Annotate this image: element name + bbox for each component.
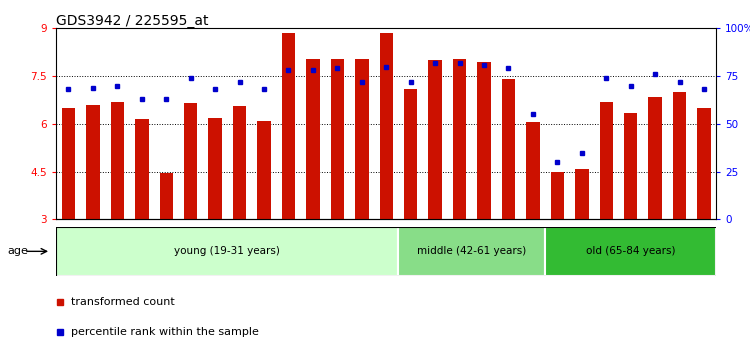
Text: young (19-31 years): young (19-31 years) bbox=[175, 246, 280, 256]
Text: age: age bbox=[8, 246, 28, 256]
Bar bbox=[160, 173, 173, 219]
Bar bbox=[232, 106, 246, 219]
Bar bbox=[306, 58, 320, 219]
Bar bbox=[599, 102, 613, 219]
Bar bbox=[355, 58, 368, 219]
Bar bbox=[624, 113, 638, 219]
Bar bbox=[257, 121, 271, 219]
Bar bbox=[282, 33, 296, 219]
Bar bbox=[526, 122, 540, 219]
Bar bbox=[62, 108, 75, 219]
Bar bbox=[545, 227, 716, 276]
Bar bbox=[502, 79, 515, 219]
Bar bbox=[380, 33, 393, 219]
Text: old (65-84 years): old (65-84 years) bbox=[586, 246, 676, 256]
Bar bbox=[673, 92, 686, 219]
Bar bbox=[649, 97, 662, 219]
Bar bbox=[453, 58, 466, 219]
Bar bbox=[698, 108, 711, 219]
Bar bbox=[184, 103, 197, 219]
Bar bbox=[477, 62, 490, 219]
Bar bbox=[398, 227, 545, 276]
Bar bbox=[428, 60, 442, 219]
Bar bbox=[404, 89, 418, 219]
Bar bbox=[86, 105, 100, 219]
Text: GDS3942 / 225595_at: GDS3942 / 225595_at bbox=[56, 14, 208, 28]
Bar bbox=[209, 118, 222, 219]
Bar bbox=[331, 58, 344, 219]
Text: percentile rank within the sample: percentile rank within the sample bbox=[71, 327, 260, 337]
Bar bbox=[550, 172, 564, 219]
Text: middle (42-61 years): middle (42-61 years) bbox=[417, 246, 526, 256]
Text: transformed count: transformed count bbox=[71, 297, 175, 307]
Bar bbox=[575, 169, 589, 219]
Bar bbox=[111, 102, 124, 219]
Bar bbox=[135, 119, 148, 219]
Bar bbox=[56, 227, 398, 276]
